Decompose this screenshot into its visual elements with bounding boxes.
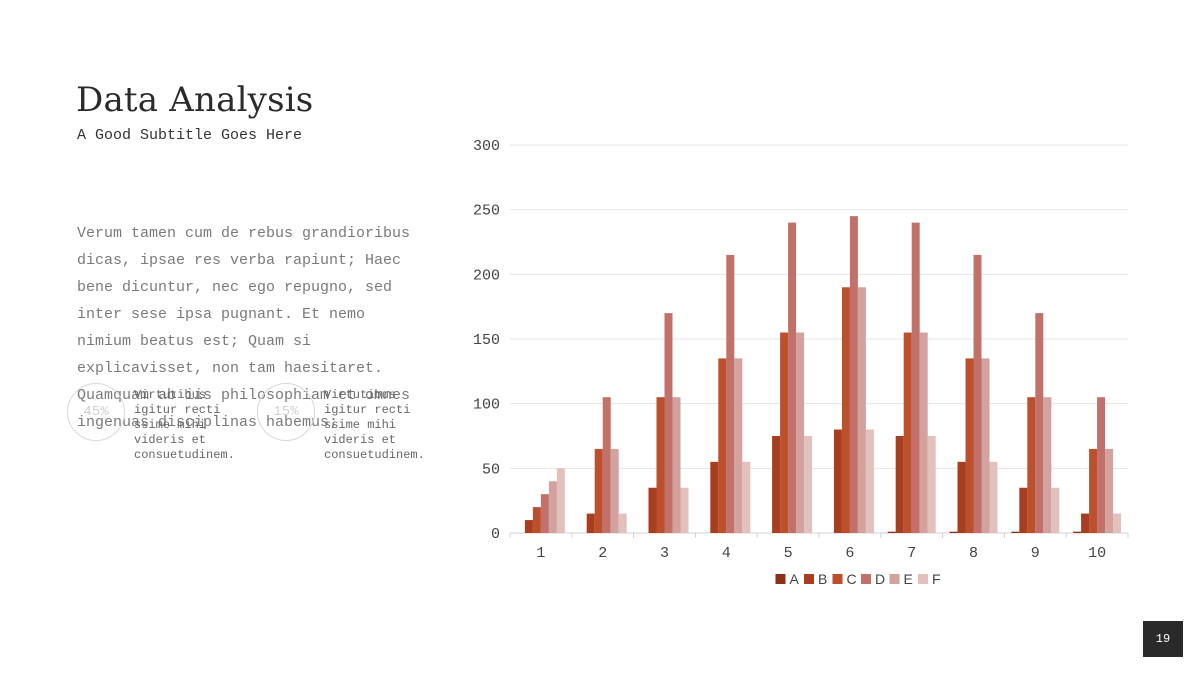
bar-D-10 xyxy=(1097,397,1105,533)
y-tick-label: 100 xyxy=(473,397,500,414)
x-tick-label: 3 xyxy=(660,545,669,562)
bar-E-8 xyxy=(982,358,990,533)
x-tick-label: 7 xyxy=(907,545,916,562)
y-tick-label: 250 xyxy=(473,203,500,220)
bar-C-8 xyxy=(966,358,974,533)
bar-E-4 xyxy=(734,358,742,533)
bar-C-1 xyxy=(533,507,541,533)
x-tick-label: 2 xyxy=(598,545,607,562)
legend-label-B: B xyxy=(818,571,827,587)
bar-E-2 xyxy=(611,449,619,533)
stat-circle-1: 45% xyxy=(67,383,125,441)
bar-C-6 xyxy=(842,287,850,533)
bar-D-1 xyxy=(541,494,549,533)
legend-label-D: D xyxy=(875,571,885,587)
bar-B-1 xyxy=(525,520,533,533)
legend-label-F: F xyxy=(932,571,941,587)
bar-F-1 xyxy=(557,468,565,533)
bar-B-6 xyxy=(834,430,842,533)
bar-C-3 xyxy=(657,397,665,533)
x-tick-label: 4 xyxy=(722,545,731,562)
bar-A-8 xyxy=(950,532,958,533)
bar-F-8 xyxy=(990,462,998,533)
legend-swatch-C xyxy=(833,574,843,584)
bar-F-5 xyxy=(804,436,812,533)
bar-B-9 xyxy=(1019,488,1027,533)
bar-D-9 xyxy=(1035,313,1043,533)
x-tick-label: 6 xyxy=(845,545,854,562)
stat-text-2: Virtutibus igitur recti ssime mihi vider… xyxy=(324,388,444,463)
slide-title: Data Analysis xyxy=(76,80,313,120)
bar-B-3 xyxy=(649,488,657,533)
y-tick-label: 50 xyxy=(482,461,500,478)
bar-A-9 xyxy=(1011,532,1019,533)
x-tick-label: 9 xyxy=(1031,545,1040,562)
x-tick-label: 10 xyxy=(1088,545,1106,562)
bar-D-6 xyxy=(850,216,858,533)
bar-F-6 xyxy=(866,430,874,533)
x-tick-label: 8 xyxy=(969,545,978,562)
bar-B-8 xyxy=(958,462,966,533)
bar-A-10 xyxy=(1073,532,1081,533)
bar-C-4 xyxy=(718,358,726,533)
y-tick-label: 150 xyxy=(473,332,500,349)
y-tick-label: 200 xyxy=(473,267,500,284)
bar-B-5 xyxy=(772,436,780,533)
bar-D-8 xyxy=(974,255,982,533)
bar-E-9 xyxy=(1043,397,1051,533)
bar-B-10 xyxy=(1081,514,1089,533)
bar-F-3 xyxy=(681,488,689,533)
bar-C-5 xyxy=(780,333,788,533)
bar-F-7 xyxy=(928,436,936,533)
bar-A-7 xyxy=(888,532,896,533)
x-tick-label: 5 xyxy=(784,545,793,562)
legend-swatch-B xyxy=(804,574,814,584)
bar-E-10 xyxy=(1105,449,1113,533)
bar-B-2 xyxy=(587,514,595,533)
bar-E-7 xyxy=(920,333,928,533)
y-tick-label: 300 xyxy=(473,138,500,155)
legend-label-E: E xyxy=(904,571,913,587)
page-number: 19 xyxy=(1143,621,1183,657)
bar-F-9 xyxy=(1051,488,1059,533)
bar-D-5 xyxy=(788,223,796,533)
bar-E-5 xyxy=(796,333,804,533)
legend-swatch-F xyxy=(918,574,928,584)
bar-B-4 xyxy=(710,462,718,533)
legend-label-C: C xyxy=(847,571,857,587)
legend-swatch-A xyxy=(776,574,786,584)
bar-E-1 xyxy=(549,481,557,533)
bar-C-9 xyxy=(1027,397,1035,533)
stat-circle-2: 15% xyxy=(257,383,315,441)
bar-F-4 xyxy=(742,462,750,533)
bar-D-3 xyxy=(665,313,673,533)
legend-swatch-D xyxy=(861,574,871,584)
bar-D-7 xyxy=(912,223,920,533)
bar-D-2 xyxy=(603,397,611,533)
legend-swatch-E xyxy=(890,574,900,584)
bar-C-2 xyxy=(595,449,603,533)
slide-subtitle: A Good Subtitle Goes Here xyxy=(77,127,302,144)
stat-text-1: Virtutibus igitur recti ssime mihi vider… xyxy=(134,388,254,463)
bar-F-10 xyxy=(1113,514,1121,533)
bar-F-2 xyxy=(619,514,627,533)
x-tick-label: 1 xyxy=(536,545,545,562)
bar-E-3 xyxy=(673,397,681,533)
bar-C-7 xyxy=(904,333,912,533)
bar-D-4 xyxy=(726,255,734,533)
bar-E-6 xyxy=(858,287,866,533)
bar-B-7 xyxy=(896,436,904,533)
bar-chart: 0 50 100 150 200 250 300 1 2 3 4 5 6 7 8 9 10 A B C D E F xyxy=(460,130,1140,610)
bar-C-10 xyxy=(1089,449,1097,533)
legend-label-A: A xyxy=(790,571,800,587)
y-tick-label: 0 xyxy=(491,526,500,543)
